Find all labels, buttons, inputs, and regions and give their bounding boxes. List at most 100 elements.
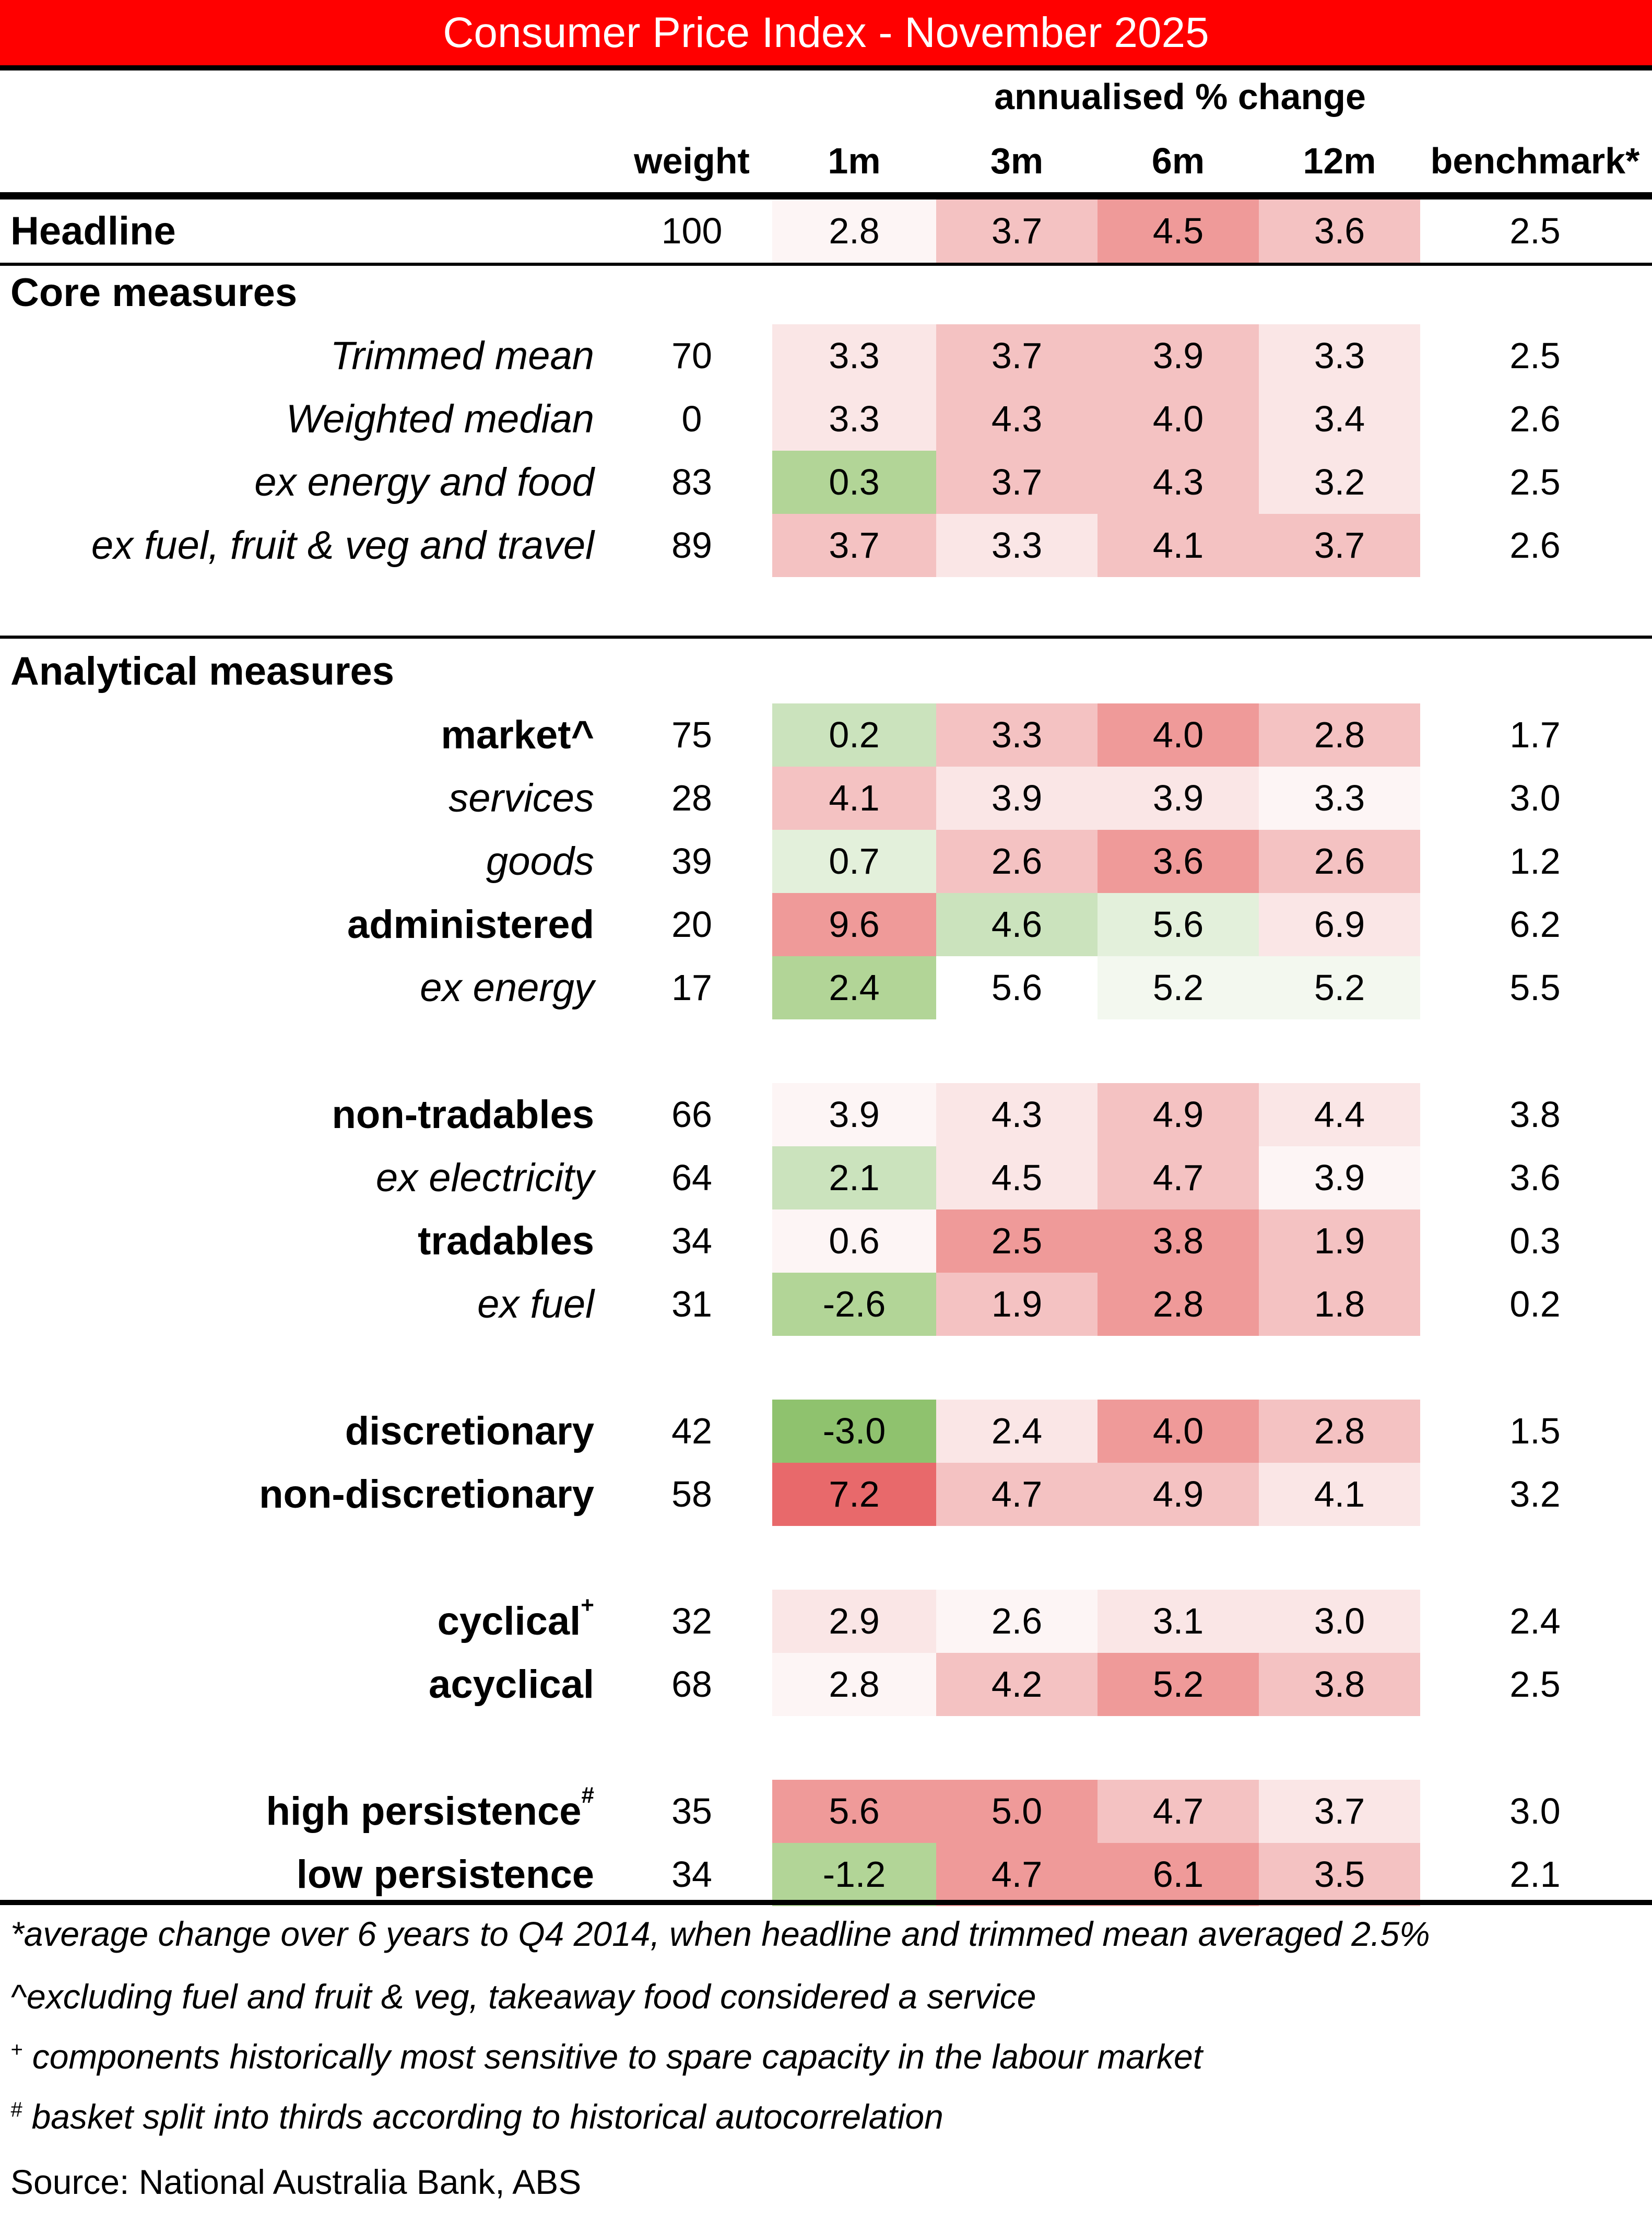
heatmap-cell: 4.6 xyxy=(936,893,1098,956)
benchmark-value: 1.2 xyxy=(1509,841,1561,882)
heatmap-cell: 4.7 xyxy=(1098,1780,1259,1843)
col-header-weight: weight xyxy=(634,140,750,181)
table-row: Weighted median 0 3.3 4.3 4.0 3.4 2.6 xyxy=(0,387,1652,451)
heatmap-cell: 0.6 xyxy=(772,1209,936,1273)
row-label-text: ex electricity xyxy=(375,1156,594,1200)
footnote-mark: * xyxy=(10,1914,24,1953)
row-label: ex energy xyxy=(420,956,594,1019)
section-title: Analytical measures xyxy=(10,649,395,694)
row-label-text: Trimmed mean xyxy=(330,334,594,378)
heatmap-cell: 3.8 xyxy=(1098,1209,1259,1273)
table-row: ex electricity 64 2.1 4.5 4.7 3.9 3.6 xyxy=(0,1146,1652,1209)
header-rule xyxy=(0,192,1652,199)
heatmap-cell: 0.2 xyxy=(772,703,936,767)
heatmap-cell: 4.0 xyxy=(1098,1400,1259,1463)
heatmap-cell: 3.9 xyxy=(772,1083,936,1146)
heatmap-cell: 4.0 xyxy=(1098,387,1259,451)
heatmap-cell: 5.0 xyxy=(936,1780,1098,1843)
heatmap-cell: 2.8 xyxy=(1259,703,1420,767)
row-label-text: low persistence xyxy=(296,1852,594,1897)
table-row: low persistence 34 -1.2 4.7 6.1 3.5 2.1 xyxy=(0,1843,1652,1906)
heatmap-cell: 3.9 xyxy=(1259,1146,1420,1209)
heatmap-cell: 2.6 xyxy=(936,830,1098,893)
row-label: acyclical xyxy=(429,1653,594,1716)
weight-value: 70 xyxy=(671,335,712,376)
heatmap-cell: 4.5 xyxy=(1098,199,1259,263)
heatmap-cell: 3.3 xyxy=(936,514,1098,577)
row-label-text: tradables xyxy=(418,1219,594,1263)
analytical-rule xyxy=(0,636,1652,639)
heatmap-cell: -1.2 xyxy=(772,1843,936,1906)
heatmap-cell: 4.7 xyxy=(936,1463,1098,1526)
heatmap-cell: 4.9 xyxy=(1098,1463,1259,1526)
row-label: non-discretionary xyxy=(259,1463,594,1526)
weight-value: 66 xyxy=(671,1094,712,1135)
heatmap-cell: 1.9 xyxy=(936,1273,1098,1336)
weight-value: 39 xyxy=(671,841,712,882)
heatmap-cell: 9.6 xyxy=(772,893,936,956)
heatmap-cell: 3.7 xyxy=(936,199,1098,263)
row-label-text: Headline xyxy=(10,209,176,253)
weight-value: 68 xyxy=(671,1664,712,1705)
heatmap-cell: 3.0 xyxy=(1259,1590,1420,1653)
row-label-text: administered xyxy=(347,902,594,947)
heatmap-cell: 2.8 xyxy=(1098,1273,1259,1336)
heatmap-cell: 2.6 xyxy=(936,1590,1098,1653)
benchmark-value: 3.2 xyxy=(1509,1474,1561,1514)
weight-value: 31 xyxy=(671,1284,712,1324)
col-header-6m: 6m xyxy=(1151,140,1205,181)
row-label-text: goods xyxy=(486,839,594,884)
row-label: Headline xyxy=(10,199,176,263)
table-row: ex fuel 31 -2.6 1.9 2.8 1.8 0.2 xyxy=(0,1273,1652,1336)
table-row: administered 20 9.6 4.6 5.6 6.9 6.2 xyxy=(0,893,1652,956)
benchmark-value: 2.5 xyxy=(1509,335,1561,376)
heatmap-cell: 3.5 xyxy=(1259,1843,1420,1906)
table-row: ex energy and food 83 0.3 3.7 4.3 3.2 2.5 xyxy=(0,451,1652,514)
footnote-text: average change over 6 years to Q4 2014, … xyxy=(23,1914,1430,1953)
weight-value: 20 xyxy=(671,904,712,945)
heatmap-cell: 5.2 xyxy=(1098,956,1259,1019)
benchmark-value: 0.3 xyxy=(1509,1220,1561,1261)
heatmap-cell: 5.2 xyxy=(1098,1653,1259,1716)
heatmap-cell: 3.7 xyxy=(1259,1780,1420,1843)
heatmap-cell: 4.1 xyxy=(772,767,936,830)
heatmap-cell: 4.1 xyxy=(1098,514,1259,577)
heatmap-cell: 2.1 xyxy=(772,1146,936,1209)
weight-value: 83 xyxy=(671,462,712,502)
weight-value: 58 xyxy=(671,1474,712,1514)
benchmark-value: 2.1 xyxy=(1509,1854,1561,1895)
benchmark-value: 6.2 xyxy=(1509,904,1561,945)
benchmark-value: 3.0 xyxy=(1509,1791,1561,1831)
heatmap-cell: 4.3 xyxy=(936,387,1098,451)
row-label-text: discretionary xyxy=(345,1409,594,1453)
heatmap-cell: 4.7 xyxy=(1098,1146,1259,1209)
heatmap-cell: 5.6 xyxy=(1098,893,1259,956)
heatmap-cell: -2.6 xyxy=(772,1273,936,1336)
heatmap-cell: 2.6 xyxy=(1259,830,1420,893)
heatmap-cell: 6.9 xyxy=(1259,893,1420,956)
heatmap-cell: 4.4 xyxy=(1259,1083,1420,1146)
heatmap-cell: 3.1 xyxy=(1098,1590,1259,1653)
table-row: market^ 75 0.2 3.3 4.0 2.8 1.7 xyxy=(0,703,1652,767)
heatmap-cell: 3.8 xyxy=(1259,1653,1420,1716)
bottom-rule xyxy=(0,1900,1652,1905)
table-row: non-discretionary 58 7.2 4.7 4.9 4.1 3.2 xyxy=(0,1463,1652,1526)
benchmark-value: 2.5 xyxy=(1509,210,1561,251)
weight-value: 75 xyxy=(671,714,712,755)
heatmap-cell: 3.7 xyxy=(936,324,1098,387)
row-label: cyclical+ xyxy=(438,1590,594,1653)
row-label: services xyxy=(449,767,594,830)
row-label: ex fuel, fruit & veg and travel xyxy=(91,514,594,577)
table-row: ex energy 17 2.4 5.6 5.2 5.2 5.5 xyxy=(0,956,1652,1019)
footnote: *average change over 6 years to Q4 2014,… xyxy=(10,1914,1430,1954)
table-row: ex fuel, fruit & veg and travel 89 3.7 3.3 4… xyxy=(0,514,1652,577)
heatmap-cell: 5.6 xyxy=(772,1780,936,1843)
weight-value: 34 xyxy=(671,1854,712,1895)
heatmap-cell: 3.9 xyxy=(1098,324,1259,387)
heatmap-cell: 2.8 xyxy=(772,199,936,263)
weight-value: 89 xyxy=(671,525,712,566)
row-label: tradables xyxy=(418,1209,594,1273)
row-label-text: ex energy and food xyxy=(254,460,594,504)
row-label-text: acyclical xyxy=(429,1662,594,1707)
row-label-text: cyclical xyxy=(437,1599,581,1643)
